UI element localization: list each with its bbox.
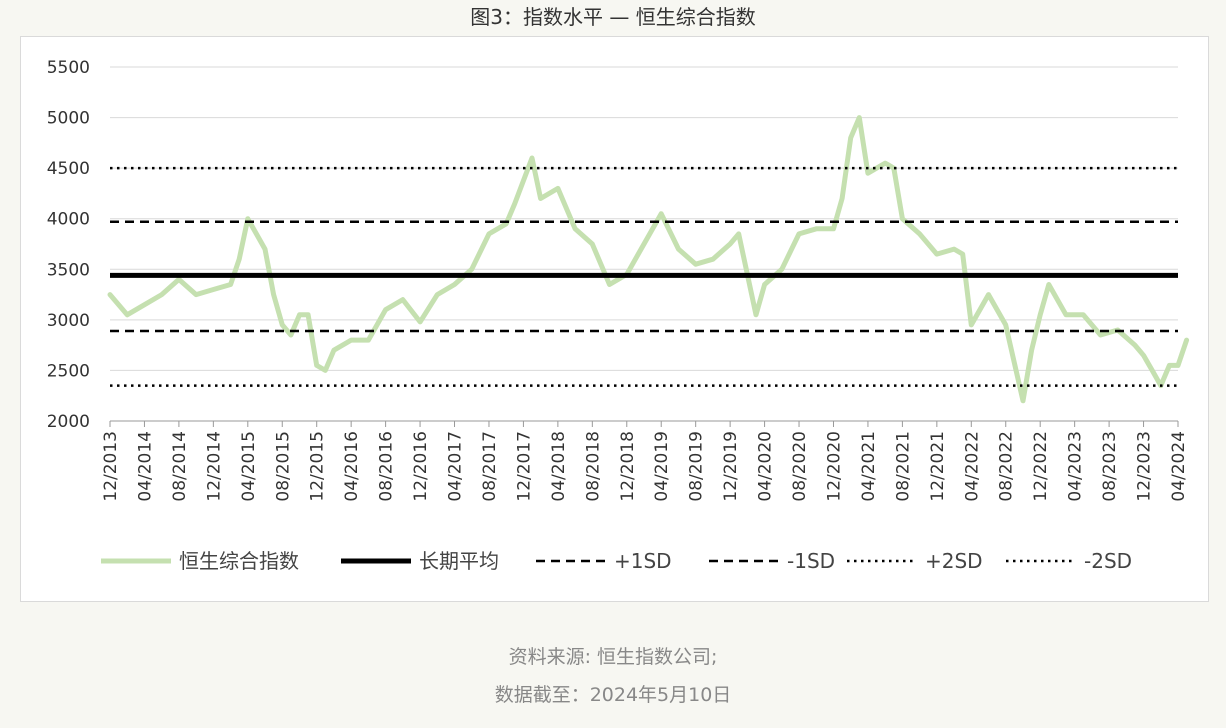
x-tick-label: 12/2021: [928, 431, 948, 502]
legend-label-0: 恒生综合指数: [179, 549, 299, 573]
x-tick-label: 12/2018: [618, 431, 638, 502]
x-tick-label: 04/2022: [962, 431, 982, 502]
x-tick-label: 12/2022: [1031, 431, 1051, 502]
y-axis: 2000 2500 3000 3500 4000 4500 5000 5500: [47, 58, 90, 432]
y-tick-label: 4000: [47, 210, 90, 230]
x-tick-label: 04/2023: [1066, 431, 1086, 502]
x-tick-label: 04/2016: [342, 431, 362, 502]
x-tick-label: 12/2019: [721, 431, 741, 502]
x-tick-label: 12/2013: [101, 431, 121, 502]
x-tick-label: 12/2015: [308, 431, 328, 502]
x-axis: 12/2013 04/2014 08/2014 12/2014 04/2015 08/20…: [101, 420, 1189, 502]
y-tick-label: 2000: [47, 412, 90, 432]
x-tick-label: 12/2020: [824, 431, 844, 502]
x-tick-label: 08/2017: [480, 431, 500, 502]
x-tick-label: 08/2016: [377, 431, 397, 502]
legend-label-3: -1SD: [787, 549, 835, 573]
source-note: 资料来源: 恒生指数公司;: [508, 646, 718, 668]
legend-label-1: 长期平均: [419, 549, 499, 573]
y-tick-label: 2500: [47, 361, 90, 381]
series-line-hsci: [107, 115, 1190, 404]
y-tick-label: 3000: [47, 311, 90, 331]
x-tick-label: 08/2020: [790, 431, 810, 502]
x-tick-label: 12/2023: [1135, 431, 1155, 502]
x-tick-label: 08/2014: [170, 431, 190, 502]
chart-svg: 2000 2500 3000 3500 4000 4500 5000 5500 12/2013…: [47, 58, 1190, 573]
chart-panel: 2000 2500 3000 3500 4000 4500 5000 5500 12/2013…: [20, 36, 1209, 602]
legend-label-2: +1SD: [614, 549, 672, 573]
x-tick-label: 04/2018: [549, 431, 569, 502]
y-tick-label: 5000: [47, 109, 90, 129]
x-tick-label: 04/2015: [239, 431, 259, 502]
x-tick-label: 08/2022: [997, 431, 1017, 502]
x-tick-label: 04/2024: [1169, 431, 1189, 502]
x-tick-label: 08/2018: [583, 431, 603, 502]
x-tick-label: 08/2019: [687, 431, 707, 502]
series-layer: [107, 115, 1190, 404]
x-tick-label: 04/2021: [859, 431, 879, 502]
x-tick-label: 08/2015: [273, 431, 293, 502]
x-tick-label: 04/2017: [446, 431, 466, 502]
legend-label-5: -2SD: [1084, 549, 1132, 573]
x-tick-label: 04/2019: [652, 431, 672, 502]
x-tick-label: 12/2014: [204, 431, 224, 502]
legend-label-4: +2SD: [925, 549, 983, 573]
x-tick-label: 04/2014: [135, 431, 155, 502]
y-tick-label: 5500: [47, 58, 90, 78]
y-tick-label: 3500: [47, 260, 90, 280]
x-tick-label: 12/2017: [514, 431, 534, 502]
data-date-note: 数据截至：2024年5月10日: [494, 684, 732, 706]
x-tick-label: 08/2023: [1100, 431, 1120, 502]
legend: 恒生综合指数 长期平均 +1SD -1SD +2SD -2SD: [101, 549, 1132, 573]
y-tick-label: 4500: [47, 159, 90, 179]
page-title: 图3：指数水平 — 恒生综合指数: [470, 5, 756, 29]
x-tick-label: 04/2020: [756, 431, 776, 502]
x-tick-label: 12/2016: [411, 431, 431, 502]
x-tick-label: 08/2021: [893, 431, 913, 502]
